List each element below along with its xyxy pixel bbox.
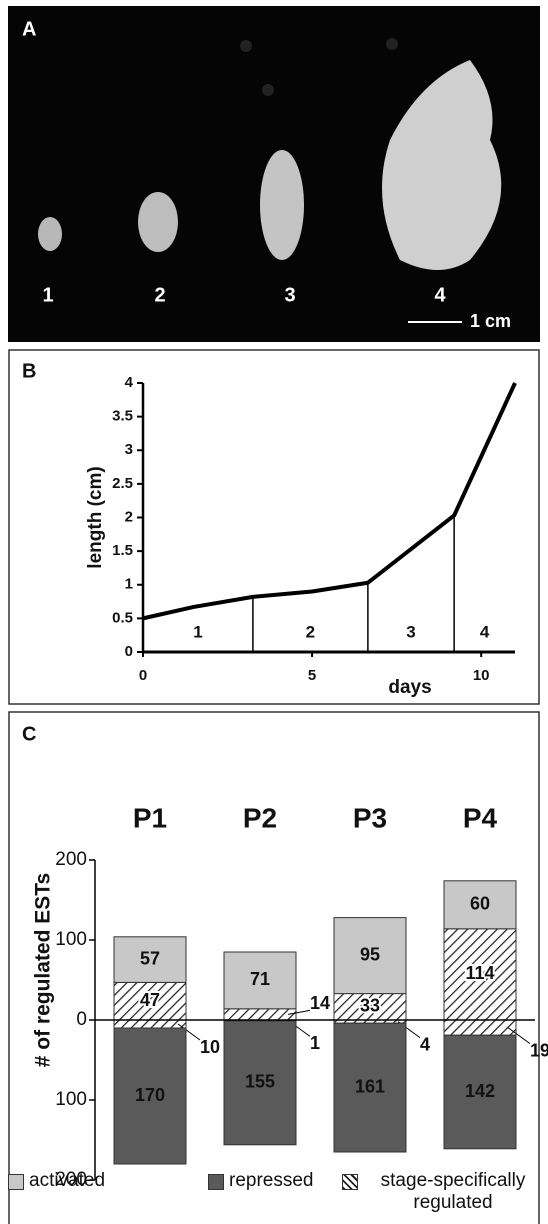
value-label: 95: [360, 944, 380, 964]
scale-bar-label: 1 cm: [470, 311, 511, 331]
value-label: 60: [470, 894, 490, 914]
bar-segment: [443, 1034, 517, 1150]
category-label: P1: [133, 802, 167, 833]
bar-segment: [223, 1008, 297, 1021]
x-tick-label: 10: [473, 667, 490, 684]
y-tick-label: 1.5: [112, 542, 133, 559]
line: [142, 382, 517, 621]
bar-segment: [223, 951, 297, 1010]
dot: [386, 38, 398, 50]
category-label: P3: [353, 802, 387, 833]
dot: [240, 40, 252, 52]
legend-item: stage-specifically regulated: [342, 1170, 543, 1214]
y-tick-label: 1: [125, 576, 133, 593]
value-label: 33: [360, 996, 380, 1016]
dot: [262, 84, 274, 96]
y-tick-label: 3.5: [112, 408, 133, 425]
legend-swatch: [342, 1174, 358, 1190]
category-label: P4: [463, 802, 498, 833]
flower: [138, 192, 178, 252]
y-axis-label: length (cm): [85, 466, 106, 568]
panel-label: A: [22, 18, 36, 40]
value-label: 71: [250, 969, 270, 989]
leader-line: [177, 1023, 201, 1041]
value-label: 1: [310, 1033, 320, 1053]
flower-label: 1: [42, 284, 53, 306]
legend-item: activated: [8, 1170, 105, 1192]
value-label: 47: [140, 990, 160, 1010]
value-label: 10: [200, 1037, 220, 1057]
bar-segment: [113, 1027, 187, 1165]
legend-label: repressed: [229, 1170, 314, 1191]
bar-segment: [223, 1020, 297, 1146]
y-tick-label: 0: [76, 1009, 87, 1030]
bar-segment: [333, 917, 407, 995]
flower-label: 4: [434, 284, 446, 306]
bar-segment: [333, 1022, 407, 1153]
value-label: 161: [355, 1076, 385, 1096]
value-label: 114: [465, 963, 494, 983]
x-tick-label: 0: [139, 667, 147, 684]
flower-label: 2: [154, 284, 165, 306]
value-label: 19: [530, 1040, 548, 1060]
panel-label: C: [22, 723, 36, 745]
y-tick-label: 200: [55, 1169, 87, 1190]
category-label: P2: [243, 802, 277, 833]
stage-label: 4: [480, 623, 490, 642]
y-tick-label: 2.5: [112, 475, 133, 492]
bar-segment: [113, 936, 187, 983]
y-tick-label: 100: [55, 929, 87, 950]
bar-segment: [443, 880, 517, 930]
stage-label: 2: [306, 623, 315, 642]
y-tick-label: 0.5: [112, 609, 133, 626]
panel-label: B: [22, 360, 36, 382]
value-label: 4: [420, 1034, 430, 1054]
flower: [382, 60, 502, 270]
x-tick-label: 5: [308, 667, 316, 684]
stage-label: 3: [406, 623, 415, 642]
legend-swatch: [208, 1174, 224, 1190]
legend-label: stage-specifically regulated: [380, 1170, 526, 1213]
legend-item: repressed: [208, 1170, 314, 1192]
leader-line: [507, 1027, 531, 1045]
value-label: 170: [135, 1085, 165, 1105]
y-tick-label: 2: [125, 508, 133, 525]
flower: [38, 217, 62, 251]
panel-frame: [8, 711, 540, 1224]
leader-line: [287, 1009, 311, 1015]
stage-label: 1: [193, 623, 202, 642]
bar-segment: [333, 993, 407, 1021]
y-tick-label: 200: [55, 849, 87, 870]
value-label: 14: [310, 993, 330, 1013]
x-axis-label: days: [388, 677, 431, 698]
legend-swatch: [8, 1174, 24, 1190]
y-axis-label: # of regulated ESTs: [32, 873, 55, 1068]
flower-label: 3: [284, 284, 295, 306]
y-tick-label: 4: [125, 374, 134, 391]
y-tick-label: 3: [125, 441, 133, 458]
bar-segment: [443, 1019, 517, 1036]
value-label: 142: [465, 1081, 495, 1101]
legend-label: activated: [29, 1170, 106, 1191]
legend: activated repressed stage-specifically reg…: [8, 1170, 540, 1220]
bar-segment: [443, 928, 517, 1021]
bar-segment: [113, 1019, 187, 1029]
y-tick-label: 100: [55, 1089, 87, 1110]
value-label: 155: [245, 1072, 275, 1092]
value-label: 57: [140, 948, 160, 968]
panel-frame: [8, 349, 540, 705]
flower: [260, 150, 304, 260]
y-tick-label: 0: [125, 643, 133, 660]
